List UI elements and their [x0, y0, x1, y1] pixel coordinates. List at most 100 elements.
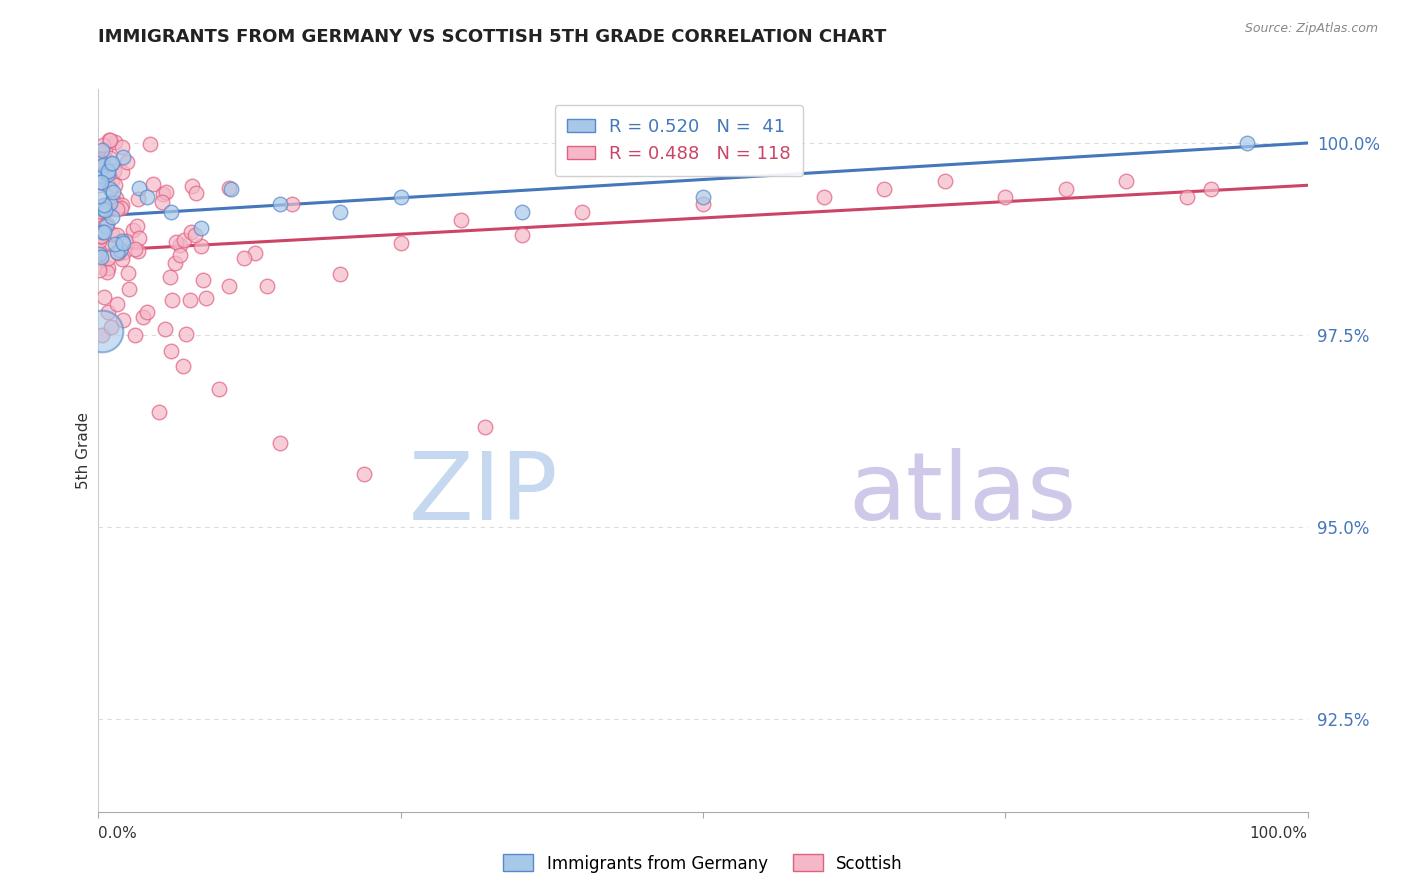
Point	[1115, 174, 1137, 188]
Text: IMMIGRANTS FROM GERMANY VS SCOTTISH 5TH GRADE CORRELATION CHART: IMMIGRANTS FROM GERMANY VS SCOTTISH 5TH …	[98, 28, 887, 45]
Point	[93, 198, 115, 212]
Point	[91, 143, 114, 157]
Point	[91, 157, 114, 171]
Point	[510, 205, 533, 219]
Point	[98, 182, 121, 196]
Point	[132, 310, 155, 325]
Point	[111, 140, 134, 154]
Point	[1236, 136, 1258, 150]
Text: ZIP: ZIP	[408, 448, 558, 540]
Point	[90, 252, 112, 267]
Point	[104, 195, 127, 210]
Point	[107, 244, 129, 259]
Point	[208, 382, 231, 396]
Point	[91, 164, 114, 178]
Point	[97, 305, 120, 319]
Point	[135, 305, 157, 319]
Point	[89, 204, 111, 219]
Point	[98, 133, 121, 147]
Point	[1199, 182, 1222, 196]
Point	[93, 290, 115, 304]
Point	[110, 202, 132, 216]
Point	[195, 291, 218, 305]
Point	[125, 219, 148, 234]
Point	[450, 212, 472, 227]
Point	[873, 182, 896, 196]
Point	[100, 156, 122, 170]
Point	[128, 181, 150, 195]
Point	[91, 158, 114, 172]
Point	[111, 150, 134, 164]
Point	[96, 265, 118, 279]
Point	[191, 273, 214, 287]
Point	[97, 163, 120, 178]
Point	[190, 238, 212, 252]
Point	[105, 202, 128, 216]
Point	[97, 252, 120, 266]
Point	[90, 169, 112, 183]
Text: 0.0%: 0.0%	[98, 826, 138, 840]
Point	[281, 197, 304, 211]
Point	[101, 155, 124, 169]
Point	[101, 194, 124, 208]
Point	[692, 197, 714, 211]
Point	[90, 228, 112, 243]
Point	[87, 244, 110, 258]
Point	[127, 192, 149, 206]
Point	[163, 256, 186, 270]
Text: Source: ZipAtlas.com: Source: ZipAtlas.com	[1244, 22, 1378, 36]
Point	[269, 435, 291, 450]
Point	[100, 320, 122, 334]
Point	[98, 152, 121, 166]
Point	[90, 251, 112, 265]
Point	[105, 191, 128, 205]
Point	[94, 219, 117, 234]
Point	[103, 135, 125, 149]
Point	[124, 328, 146, 343]
Point	[329, 205, 352, 219]
Point	[155, 185, 177, 199]
Point	[232, 252, 254, 266]
Point	[91, 202, 114, 216]
Point	[101, 210, 124, 224]
Point	[90, 175, 112, 189]
Point	[994, 190, 1017, 204]
Point	[117, 266, 139, 280]
Point	[97, 237, 120, 252]
Point	[91, 328, 114, 343]
Point	[105, 227, 128, 242]
Point	[111, 313, 134, 327]
Point	[150, 195, 173, 210]
Point	[181, 179, 204, 194]
Point	[571, 205, 593, 219]
Point	[135, 190, 157, 204]
Point	[1054, 182, 1077, 196]
Point	[87, 157, 110, 171]
Point	[142, 178, 165, 192]
Point	[510, 228, 533, 243]
Point	[128, 231, 150, 245]
Point	[256, 279, 278, 293]
Point	[221, 182, 243, 196]
Point	[90, 211, 112, 226]
Point	[103, 164, 125, 178]
Point	[111, 198, 134, 212]
Point	[115, 154, 138, 169]
Point	[218, 181, 240, 195]
Point	[173, 233, 195, 247]
Point	[96, 176, 118, 190]
Point	[112, 235, 135, 250]
Point	[87, 262, 110, 277]
Point	[813, 190, 835, 204]
Point	[160, 293, 183, 308]
Point	[90, 199, 112, 213]
Point	[91, 138, 114, 153]
Point	[152, 187, 174, 202]
Point	[96, 165, 118, 179]
Point	[111, 165, 134, 179]
Point	[218, 278, 240, 293]
Point	[184, 228, 207, 243]
Point	[89, 228, 111, 243]
Point	[389, 190, 412, 204]
Point	[160, 343, 183, 358]
